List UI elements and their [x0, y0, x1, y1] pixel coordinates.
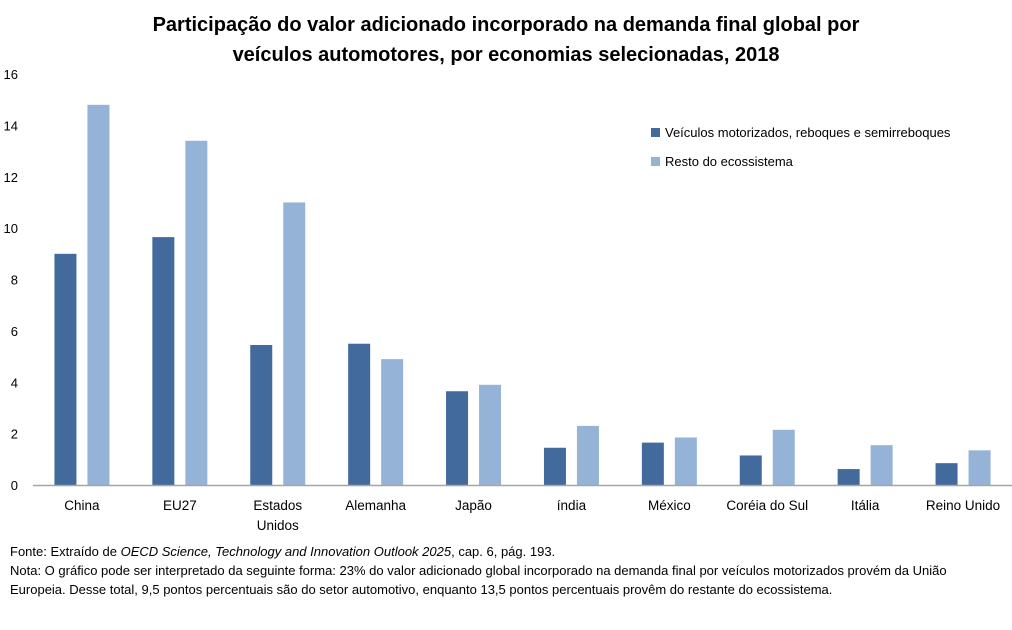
- bar-vehicles: [152, 237, 175, 485]
- bar-vehicles: [935, 463, 958, 485]
- bar-ecosystem: [576, 425, 599, 485]
- bar-vehicles: [250, 345, 273, 485]
- source-prefix: Fonte: Extraído de: [10, 544, 121, 559]
- bar-vehicles: [739, 455, 762, 485]
- y-tick-label: 14: [4, 118, 18, 133]
- x-tick-label: Itália: [851, 498, 880, 513]
- bar-ecosystem: [674, 437, 697, 485]
- footer-notes: Fonte: Extraído de OECD Science, Technol…: [10, 542, 1000, 599]
- legend-swatch-ecosystem: [651, 156, 660, 166]
- legend-label-vehicles: Veículos motorizados, reboques e semirre…: [665, 124, 951, 140]
- bar-ecosystem: [479, 384, 502, 485]
- y-tick-label: 4: [11, 375, 18, 390]
- x-tick-label: Estados Unidos: [253, 498, 302, 533]
- y-tick-label: 16: [4, 67, 18, 82]
- x-tick-label: Coréia do Sul: [726, 498, 808, 513]
- bar-ecosystem: [283, 202, 306, 485]
- y-axis: 0 2 4 6 8 10 12 14 16: [4, 67, 18, 493]
- x-tick-label: EU27: [163, 498, 197, 513]
- x-tick-label: índia: [557, 498, 587, 513]
- x-tick-label: Reino Unido: [926, 498, 1000, 513]
- legend-item-ecosystem: Resto do ecossistema: [651, 153, 950, 169]
- bar-ecosystem: [381, 359, 404, 485]
- x-tick-label: México: [648, 498, 691, 513]
- bar-ecosystem: [87, 104, 110, 485]
- y-tick-label: 0: [11, 478, 18, 493]
- interpretation-note: Nota: O gráfico pode ser interpretado da…: [10, 563, 947, 597]
- legend-swatch-vehicles: [651, 127, 660, 137]
- y-tick-label: 12: [4, 170, 18, 185]
- x-axis-labels: China EU27 Estados Unidos Alemanha Japão índia…: [64, 498, 1000, 533]
- y-tick-label: 6: [11, 324, 18, 339]
- bar-chart: 0 2 4 6 8 10 12 14 16 China EU27 Estados Unidos Alem…: [4, 67, 1012, 533]
- legend-item-vehicles: Veículos motorizados, reboques e semirre…: [651, 124, 950, 140]
- bar-ecosystem: [968, 450, 991, 485]
- y-tick-label: 8: [11, 273, 18, 288]
- bar-vehicles: [543, 447, 566, 485]
- chart-title-line-2: veículos automotores, por economias sele…: [232, 44, 780, 66]
- chart-title: Participação do valor adicionado incorpo…: [0, 10, 1012, 70]
- bar-vehicles: [641, 442, 664, 485]
- bar-vehicles: [348, 343, 371, 485]
- y-tick-label: 10: [4, 221, 18, 236]
- x-tick-label: Japão: [455, 498, 492, 513]
- bar-ecosystem: [870, 445, 893, 485]
- source-title: OECD Science, Technology and Innovation …: [120, 544, 452, 559]
- source-note: Fonte: Extraído de OECD Science, Technol…: [10, 542, 1000, 561]
- bar-ecosystem: [772, 429, 795, 485]
- x-tick-label: Alemanha: [345, 498, 406, 513]
- x-tick-label: China: [64, 498, 100, 513]
- bar-ecosystem: [185, 140, 208, 485]
- legend: Veículos motorizados, reboques e semirre…: [651, 124, 950, 182]
- bars: [54, 104, 991, 485]
- source-suffix: , cap. 6, pág. 193.: [451, 544, 556, 559]
- bar-vehicles: [446, 391, 469, 485]
- chart-title-line-1: Participação do valor adicionado incorpo…: [152, 14, 860, 36]
- legend-label-ecosystem: Resto do ecossistema: [665, 153, 793, 169]
- y-tick-label: 2: [11, 427, 18, 442]
- bar-vehicles: [54, 253, 77, 485]
- bar-vehicles: [837, 469, 860, 485]
